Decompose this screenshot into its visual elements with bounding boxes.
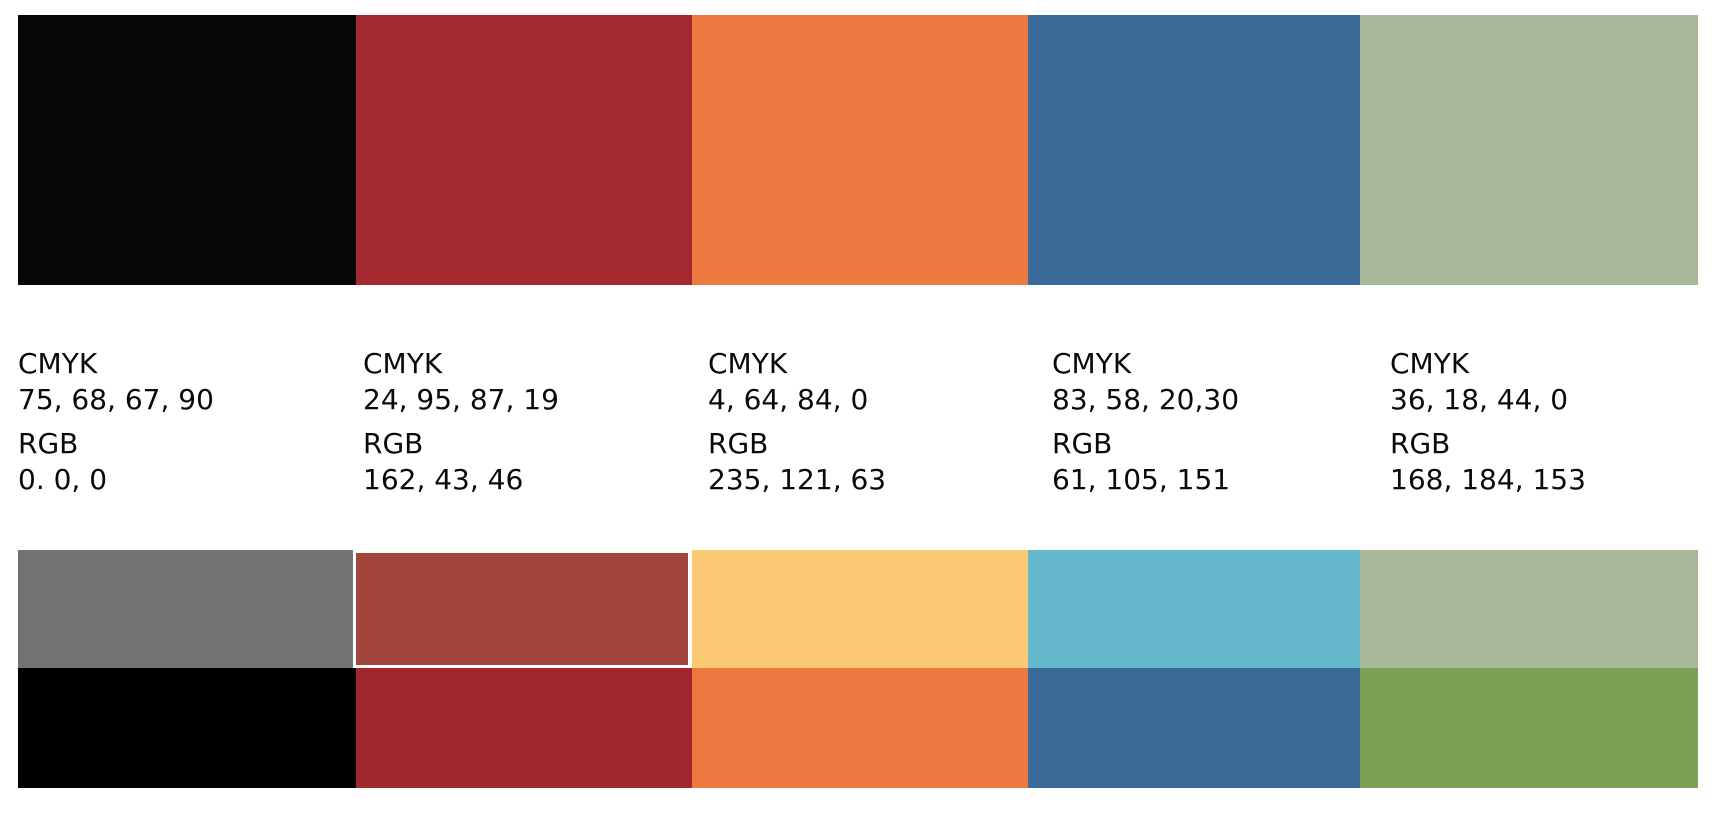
cmyk-label: CMYK (18, 347, 98, 380)
cmyk-label: CMYK (363, 347, 443, 380)
shade-swatch-red (356, 668, 692, 788)
cmyk-label: CMYK (708, 347, 788, 380)
cmyk-label: CMYK (1052, 347, 1132, 380)
cmyk-value: 83, 58, 20,30 (1052, 383, 1240, 416)
shade-swatch-blue (1028, 668, 1360, 788)
rgb-value: 168, 184, 153 (1390, 463, 1586, 496)
rgb-value: 61, 105, 151 (1052, 463, 1231, 496)
rgb-label: RGB (1052, 427, 1113, 460)
shade-swatch-orange (692, 668, 1028, 788)
rgb-label: RGB (18, 427, 79, 460)
rgb-label: RGB (1390, 427, 1451, 460)
rgb-label: RGB (708, 427, 769, 460)
color-info-red: CMYK 24, 95, 87, 19 RGB 162, 43, 46 (363, 346, 559, 506)
color-info-black: CMYK 75, 68, 67, 90 RGB 0. 0, 0 (18, 346, 214, 506)
color-info-orange: CMYK 4, 64, 84, 0 RGB 235, 121, 63 (708, 346, 886, 506)
main-swatch-blue (1028, 15, 1360, 285)
tint-swatch-sage (1360, 550, 1698, 668)
shade-swatch-green (1360, 668, 1698, 788)
main-swatch-sage (1360, 15, 1698, 285)
cmyk-value: 4, 64, 84, 0 (708, 383, 869, 416)
main-swatch-red (356, 15, 692, 285)
cmyk-value: 75, 68, 67, 90 (18, 383, 214, 416)
tint-swatch-cyan (1028, 550, 1360, 668)
cmyk-value: 36, 18, 44, 0 (1390, 383, 1569, 416)
rgb-value: 0. 0, 0 (18, 463, 108, 496)
rgb-value: 162, 43, 46 (363, 463, 524, 496)
cmyk-label: CMYK (1390, 347, 1470, 380)
main-swatch-orange (692, 15, 1028, 285)
rgb-value: 235, 121, 63 (708, 463, 887, 496)
color-info-sage: CMYK 36, 18, 44, 0 RGB 168, 184, 153 (1390, 346, 1586, 506)
cmyk-value: 24, 95, 87, 19 (363, 383, 559, 416)
shade-swatch-black (18, 668, 356, 788)
rgb-label: RGB (363, 427, 424, 460)
tint-swatch-yellow (692, 550, 1028, 668)
tint-swatch-brick-selected[interactable] (353, 550, 691, 668)
tint-swatch-gray (18, 550, 354, 668)
main-swatch-black (18, 15, 356, 285)
color-info-blue: CMYK 83, 58, 20,30 RGB 61, 105, 151 (1052, 346, 1239, 506)
